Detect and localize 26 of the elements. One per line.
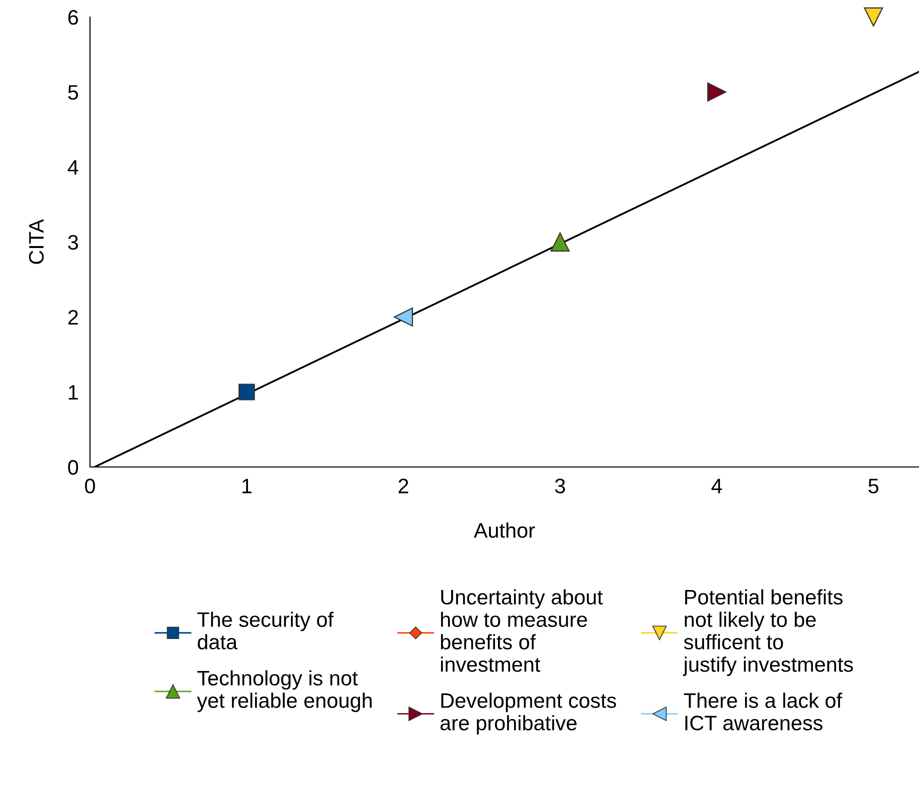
x-tick-label: 0 [85, 478, 95, 494]
y-tick-label: 2 [68, 310, 78, 325]
legend-label: Development costs are prohibative [440, 692, 616, 735]
x-tick-label: 2 [398, 478, 408, 494]
y-tick-label: 5 [68, 85, 78, 100]
legend-label: Technology is not yet reliable enough [196, 670, 372, 712]
legend-label: Uncertainty about how to measure benefits of investment [440, 589, 603, 672]
point [238, 384, 255, 400]
point [394, 307, 413, 327]
x-axis-title: Author [474, 522, 535, 538]
x-tick-label: 5 [868, 478, 878, 494]
y-axis-title: CITA [28, 219, 44, 264]
legend-label: There is a lack of ICT awareness [684, 692, 842, 730]
y-tick-label: 3 [68, 235, 78, 250]
x-tick-label: 1 [242, 478, 252, 494]
point [864, 7, 884, 27]
y-tick-label: 0 [68, 460, 78, 475]
x-tick-label: 3 [555, 478, 565, 494]
point [550, 232, 570, 252]
y-tick-label: 1 [68, 385, 78, 400]
legend-label: The security of data [197, 612, 334, 650]
point [707, 82, 726, 102]
y-tick-label: 6 [68, 10, 78, 25]
y-tick-label: 4 [68, 160, 78, 175]
legend-label: Potential benefits not likely to be sufficent to justify investments [682, 589, 853, 676]
x-tick-label: 4 [711, 478, 722, 494]
